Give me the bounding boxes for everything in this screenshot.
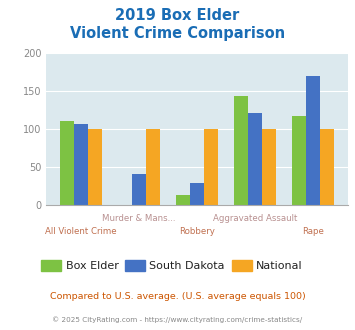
Bar	[262, 129, 276, 205]
Bar	[146, 129, 160, 205]
Text: All Violent Crime: All Violent Crime	[45, 227, 116, 236]
Text: © 2025 CityRating.com - https://www.cityrating.com/crime-statistics/: © 2025 CityRating.com - https://www.city…	[53, 317, 302, 323]
Bar	[248, 113, 262, 205]
Legend: Box Elder, South Dakota, National: Box Elder, South Dakota, National	[37, 256, 307, 276]
Text: Compared to U.S. average. (U.S. average equals 100): Compared to U.S. average. (U.S. average …	[50, 292, 305, 301]
Text: Violent Crime Comparison: Violent Crime Comparison	[70, 26, 285, 41]
Text: Rape: Rape	[302, 227, 324, 236]
Bar	[320, 129, 334, 205]
Bar	[60, 121, 74, 205]
Bar	[88, 129, 102, 205]
Bar	[306, 76, 320, 205]
Bar	[176, 195, 190, 205]
Bar	[234, 96, 248, 205]
Bar	[132, 174, 146, 205]
Bar	[204, 129, 218, 205]
Text: Murder & Mans...: Murder & Mans...	[102, 214, 176, 223]
Bar	[74, 124, 88, 205]
Text: Robbery: Robbery	[179, 227, 215, 236]
Text: Aggravated Assault: Aggravated Assault	[213, 214, 297, 223]
Bar	[190, 183, 204, 205]
Bar	[292, 116, 306, 205]
Text: 2019 Box Elder: 2019 Box Elder	[115, 8, 240, 23]
